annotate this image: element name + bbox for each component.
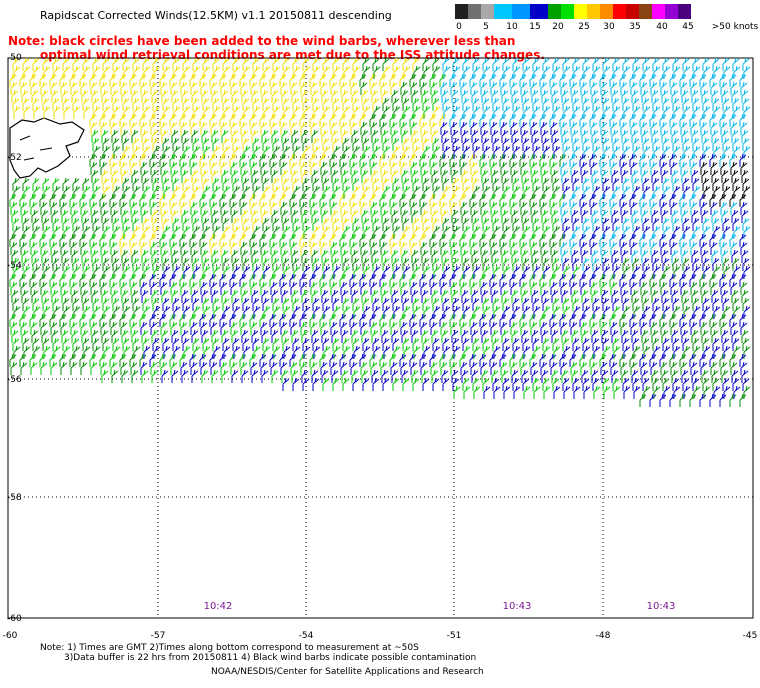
- time-label: 10:43: [502, 601, 532, 612]
- wind-speed-colorbar: [455, 4, 691, 19]
- colorbar-swatch: [600, 4, 613, 19]
- colorbar-swatch: [678, 4, 691, 19]
- colorbar-label: 35: [629, 22, 641, 32]
- wind-barb-group: [9, 57, 480, 255]
- colorbar-swatch: [665, 4, 678, 19]
- colorbar-label: 5: [483, 22, 489, 32]
- lon-label: -54: [298, 631, 314, 641]
- colorbar-label: 0: [456, 22, 462, 32]
- lat-label: -56: [7, 375, 22, 385]
- lat-label: -58: [7, 493, 22, 503]
- plot-frame: [7, 57, 754, 619]
- lon-label: -48: [595, 631, 611, 641]
- wind-barb-group: [440, 57, 751, 271]
- lon-label: -51: [446, 631, 462, 641]
- colorbar-label: 40: [656, 22, 668, 32]
- footer-note-2: 3)Data buffer is 22 hrs from 20150811 4)…: [64, 653, 477, 663]
- lon-label: -57: [150, 631, 166, 641]
- lon-label: -45: [742, 631, 758, 641]
- time-label: 10:42: [203, 601, 233, 612]
- colorbar-label: 25: [578, 22, 590, 32]
- colorbar-swatch: [561, 4, 574, 19]
- colorbar-label: 20: [552, 22, 564, 32]
- wind-barb-group: [9, 73, 621, 399]
- colorbar-swatch: [512, 4, 530, 19]
- lat-label: -52: [7, 153, 22, 163]
- colorbar-swatch: [468, 4, 481, 19]
- colorbar-label: 30: [603, 22, 615, 32]
- colorbar-swatch: [626, 4, 639, 19]
- colorbar-label: 15: [529, 22, 541, 32]
- falkland-islands-land: [9, 117, 85, 179]
- colorbar-swatch: [613, 4, 626, 19]
- colorbar-swatch: [652, 4, 665, 19]
- colorbar-labels: 0 5 10 15 20 25 30 35 40 45 >50 knots: [455, 22, 760, 34]
- colorbar-label: 45: [682, 22, 694, 32]
- footer-credit: NOAA/NESDIS/Center for Satellite Applica…: [211, 667, 484, 677]
- colorbar-swatch: [481, 4, 494, 19]
- colorbar-swatch: [574, 4, 587, 19]
- coastline-detail: [19, 135, 53, 161]
- colorbar-swatch: [548, 4, 561, 19]
- time-label: 10:43: [646, 601, 676, 612]
- note-line-1: Note: black circles have been added to t…: [8, 34, 516, 48]
- colorbar-swatch: [587, 4, 600, 19]
- colorbar-label: >50 knots: [711, 22, 759, 32]
- footer-note-1: Note: 1) Times are GMT 2)Times along bot…: [40, 643, 419, 653]
- lon-label: -60: [2, 631, 18, 641]
- colorbar-swatch: [639, 4, 652, 19]
- wind-barb-group: [700, 161, 751, 207]
- colorbar-swatch: [530, 4, 548, 19]
- lat-label: -54: [7, 261, 22, 271]
- colorbar-swatch: [494, 4, 512, 19]
- wind-barb-group: [9, 57, 751, 407]
- colorbar-label: 10: [506, 22, 518, 32]
- wind-barbs: [9, 57, 751, 407]
- wind-barb-group: [140, 121, 751, 407]
- lat-label: -50: [7, 53, 22, 63]
- chart-title: Rapidscat Corrected Winds(12.5KM) v1.1 2…: [40, 9, 392, 22]
- colorbar-swatch: [455, 4, 468, 19]
- lat-label: -60: [7, 614, 22, 624]
